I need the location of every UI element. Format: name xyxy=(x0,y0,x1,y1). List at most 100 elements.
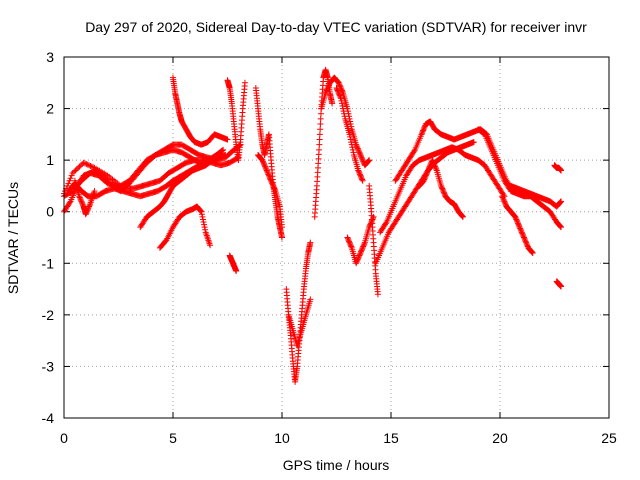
data-point xyxy=(517,225,524,232)
data-point xyxy=(433,166,440,173)
data-point xyxy=(519,231,526,238)
data-point xyxy=(520,233,527,240)
data-point xyxy=(66,177,73,184)
y-axis-label: SDTVAR / TECUs xyxy=(5,182,21,294)
data-point xyxy=(424,168,431,175)
data-point xyxy=(499,193,506,200)
data-point xyxy=(421,124,428,131)
data-point xyxy=(329,100,336,107)
data-point xyxy=(261,161,268,168)
data-point xyxy=(344,234,351,241)
data-point xyxy=(233,268,240,275)
data-point xyxy=(261,162,268,169)
data-point xyxy=(316,131,323,138)
data-point xyxy=(316,141,323,148)
data-point xyxy=(439,185,446,192)
data-point xyxy=(346,239,353,246)
data-point xyxy=(440,189,447,196)
data-point xyxy=(66,199,73,206)
data-point xyxy=(325,82,332,89)
data-point xyxy=(365,158,372,165)
data-point xyxy=(355,253,362,260)
data-point xyxy=(514,219,521,226)
data-point xyxy=(271,185,278,192)
data-point xyxy=(370,215,377,222)
data-point xyxy=(78,198,85,205)
series-arc-19 xyxy=(366,182,381,298)
data-point xyxy=(425,167,432,174)
data-point xyxy=(358,175,365,182)
series-arc-08 xyxy=(170,74,231,148)
data-point xyxy=(279,234,285,241)
data-point xyxy=(524,242,531,249)
data-point xyxy=(499,194,506,201)
data-point xyxy=(522,238,529,245)
data-point xyxy=(422,172,429,179)
data-point xyxy=(317,121,324,128)
series-arc-09 xyxy=(224,77,248,164)
data-point xyxy=(72,167,79,174)
data-point xyxy=(515,221,522,228)
data-point xyxy=(335,88,342,95)
data-point xyxy=(356,150,363,157)
data-point xyxy=(459,213,466,220)
data-point xyxy=(355,168,362,175)
data-points xyxy=(61,66,565,385)
data-point xyxy=(356,170,363,177)
data-point xyxy=(518,228,525,235)
data-point xyxy=(265,171,272,178)
data-point xyxy=(557,199,564,206)
data-point xyxy=(270,182,277,189)
data-point xyxy=(73,166,80,173)
data-point xyxy=(80,159,87,166)
series-arc-17 xyxy=(333,84,366,184)
data-point xyxy=(458,212,465,219)
x-tick-label: 25 xyxy=(601,430,617,446)
data-point xyxy=(307,239,314,246)
data-point xyxy=(201,221,208,228)
series-arc-16 xyxy=(318,74,373,169)
y-tick-label: -2 xyxy=(42,307,55,323)
data-point xyxy=(421,176,428,183)
data-point xyxy=(423,170,430,177)
data-point xyxy=(347,133,354,140)
data-point xyxy=(359,176,366,183)
data-point xyxy=(262,163,269,170)
data-point xyxy=(411,148,418,155)
data-point xyxy=(357,172,364,179)
data-point xyxy=(354,257,361,264)
data-point xyxy=(368,219,375,226)
data-point xyxy=(419,130,426,137)
data-point xyxy=(325,83,332,90)
data-point xyxy=(86,162,93,169)
data-point xyxy=(365,157,372,164)
data-point xyxy=(358,247,365,254)
data-point xyxy=(512,213,519,220)
data-point xyxy=(557,223,564,230)
data-point xyxy=(558,283,565,290)
data-point xyxy=(420,127,427,134)
data-point xyxy=(440,188,447,195)
data-point xyxy=(356,251,363,258)
data-point xyxy=(75,164,82,171)
data-point xyxy=(334,86,341,93)
data-point xyxy=(86,202,93,209)
data-point xyxy=(82,211,89,218)
data-point xyxy=(68,172,75,179)
data-point xyxy=(354,256,361,263)
x-tick-label: 5 xyxy=(169,430,177,446)
data-point xyxy=(521,235,528,242)
data-point xyxy=(83,210,90,217)
data-point xyxy=(501,198,508,205)
data-point xyxy=(83,208,90,215)
data-point xyxy=(359,155,366,162)
data-point xyxy=(199,213,206,220)
data-point xyxy=(317,115,324,122)
data-point xyxy=(361,240,368,247)
data-point xyxy=(265,172,272,179)
data-point xyxy=(267,176,274,183)
data-point xyxy=(353,142,360,149)
series-arc-24 xyxy=(475,126,565,231)
data-point xyxy=(513,217,520,224)
